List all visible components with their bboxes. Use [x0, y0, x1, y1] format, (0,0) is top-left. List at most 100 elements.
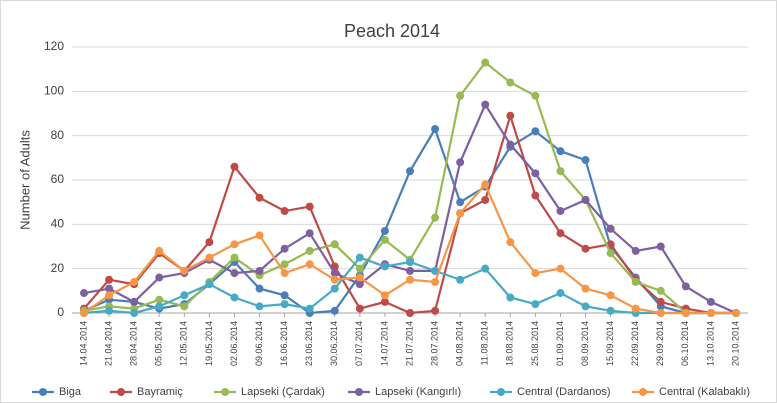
- data-point: [431, 306, 440, 315]
- data-point: [431, 125, 440, 134]
- legend-marker: [497, 388, 505, 396]
- data-point: [105, 284, 114, 293]
- legend-marker: [39, 388, 47, 396]
- data-point: [481, 195, 490, 204]
- data-point: [205, 238, 214, 247]
- data-point: [380, 262, 389, 271]
- data-point: [606, 224, 615, 233]
- data-point: [80, 309, 88, 317]
- x-tick-label: 15.09.2014: [605, 321, 615, 366]
- data-point: [456, 209, 465, 218]
- x-tick-label: 06.10.2014: [680, 321, 690, 366]
- data-point: [506, 111, 515, 120]
- data-point: [255, 193, 264, 202]
- data-point: [380, 297, 389, 306]
- data-point: [330, 240, 339, 249]
- x-tick-label: 20.10.2014: [730, 321, 740, 366]
- data-point: [556, 167, 565, 176]
- x-tick-label: 08.09.2014: [580, 321, 590, 366]
- data-point: [230, 240, 239, 249]
- data-point: [681, 282, 690, 291]
- x-tick-label: 19.05.2014: [204, 321, 214, 366]
- x-tick-label: 13.10.2014: [705, 321, 715, 366]
- x-tick-label: 28.04.2014: [129, 321, 139, 366]
- data-point: [556, 147, 565, 156]
- data-point: [481, 58, 490, 67]
- data-point: [130, 277, 139, 286]
- data-point: [656, 297, 665, 306]
- data-point: [180, 291, 189, 300]
- data-point: [130, 297, 139, 306]
- legend-marker: [639, 388, 647, 396]
- data-point: [581, 195, 590, 204]
- x-tick-label: 05.05.2014: [154, 321, 164, 366]
- x-tick-label: 25.08.2014: [530, 321, 540, 366]
- legend-marker: [117, 388, 125, 396]
- data-point: [631, 246, 640, 255]
- data-point: [280, 269, 289, 278]
- data-point: [180, 266, 189, 275]
- y-tick-label: 40: [51, 217, 65, 231]
- data-point: [380, 226, 389, 235]
- data-point: [531, 169, 540, 178]
- data-point: [581, 284, 590, 293]
- x-tick-label: 14.04.2014: [78, 321, 88, 366]
- data-point: [606, 291, 615, 300]
- legend-label: Central (Dardanos): [517, 386, 611, 398]
- x-tick-label: 01.09.2014: [555, 321, 565, 366]
- data-point: [105, 306, 114, 315]
- x-tick-label: 14.07.2014: [379, 321, 389, 366]
- data-point: [406, 258, 414, 267]
- data-point: [581, 302, 590, 311]
- x-tick-label: 21.07.2014: [404, 321, 414, 366]
- y-tick-label: 0: [57, 305, 64, 319]
- data-point: [506, 238, 515, 247]
- x-tick-label: 16.06.2014: [279, 321, 289, 366]
- data-point: [230, 269, 239, 278]
- data-point: [606, 249, 615, 258]
- data-point: [130, 309, 139, 317]
- data-point: [305, 246, 314, 255]
- data-point: [155, 302, 164, 311]
- x-tick-label: 28.07.2014: [429, 321, 439, 366]
- data-point: [431, 266, 440, 275]
- data-point: [255, 266, 264, 275]
- data-point: [280, 260, 289, 269]
- data-point: [280, 207, 289, 216]
- data-point: [230, 293, 239, 302]
- data-point: [280, 300, 289, 309]
- data-point: [305, 202, 314, 211]
- x-tick-label: 30.06.2014: [329, 321, 339, 366]
- data-point: [531, 269, 540, 278]
- x-tick-label: 11.08.2014: [480, 321, 490, 365]
- data-point: [556, 207, 565, 216]
- y-tick-label: 20: [51, 261, 65, 275]
- data-point: [280, 291, 289, 300]
- x-tick-label: 21.04.2014: [103, 321, 113, 366]
- data-point: [380, 291, 389, 300]
- data-point: [406, 275, 414, 284]
- data-point: [230, 253, 239, 262]
- data-point: [431, 277, 440, 286]
- data-point: [631, 277, 640, 286]
- x-tick-label: 23.06.2014: [304, 321, 314, 366]
- x-tick-label: 22.09.2014: [630, 321, 640, 366]
- data-point: [481, 264, 490, 273]
- data-point: [531, 191, 540, 200]
- data-point: [581, 156, 590, 165]
- data-point: [80, 289, 88, 298]
- data-point: [506, 78, 515, 87]
- data-point: [280, 244, 289, 253]
- data-point: [305, 229, 314, 238]
- y-tick-label: 100: [44, 84, 64, 98]
- legend-marker: [355, 388, 363, 396]
- data-point: [706, 309, 715, 317]
- data-point: [531, 300, 540, 309]
- data-point: [355, 273, 364, 282]
- x-tick-label: 02.06.2014: [229, 321, 239, 366]
- data-point: [531, 91, 540, 100]
- data-point: [631, 304, 640, 313]
- legend-label: Central (Kalabaklı): [659, 386, 750, 398]
- y-axis-label: Number of Adults: [17, 130, 32, 230]
- data-point: [556, 229, 565, 238]
